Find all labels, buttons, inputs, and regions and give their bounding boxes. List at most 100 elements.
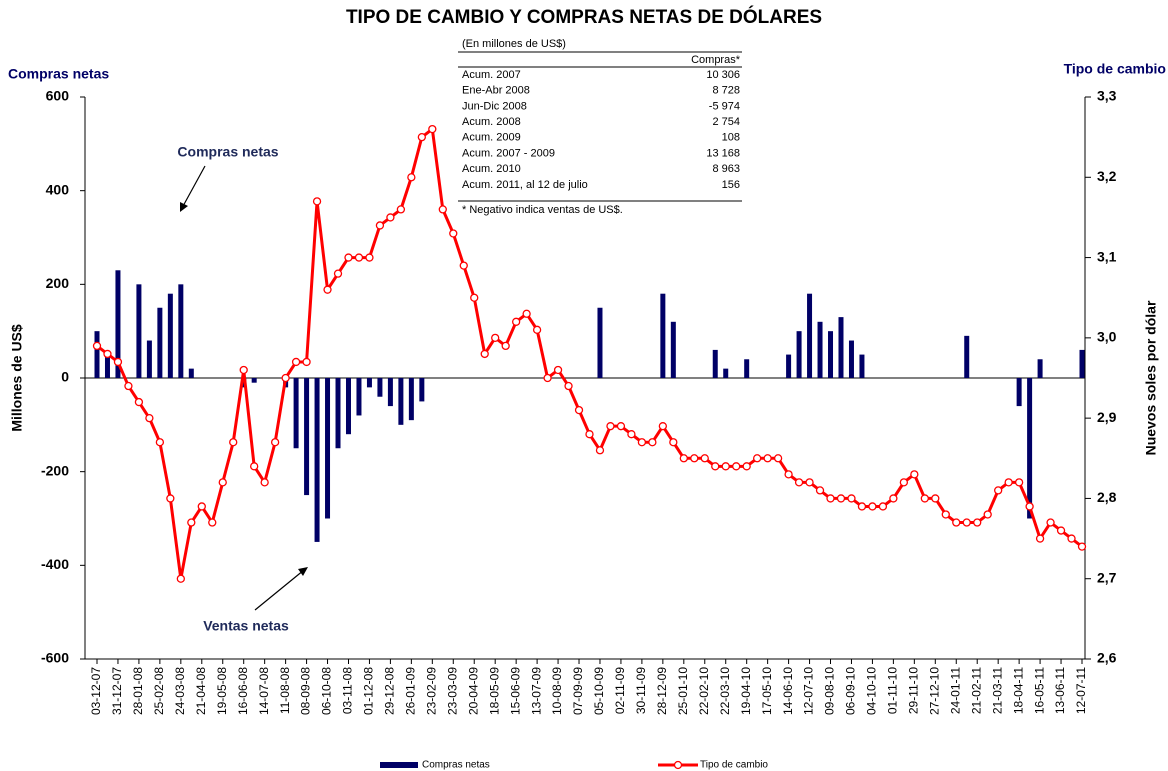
bar xyxy=(167,293,173,378)
line-marker xyxy=(270,438,280,447)
bar xyxy=(251,378,257,383)
line-marker xyxy=(501,341,510,351)
line-marker xyxy=(690,454,699,463)
y2-tick-label: 3,2 xyxy=(1097,168,1117,184)
x-tick-label: 18-04-11 xyxy=(1011,667,1025,714)
x-tick-label: 25-02-08 xyxy=(152,667,166,715)
line-marker xyxy=(585,430,594,439)
line-marker xyxy=(208,518,217,527)
chart-title: TIPO DE CAMBIO Y COMPRAS NETAS DE DÓLARE… xyxy=(346,6,822,28)
x-tick-label: 26-01-09 xyxy=(404,667,418,715)
line-marker xyxy=(868,502,877,511)
line-marker xyxy=(847,494,856,503)
x-tick-label: 21-03-11 xyxy=(990,667,1004,714)
x-tick-label: 22-03-10 xyxy=(718,667,732,715)
y-tick-label: 400 xyxy=(46,181,70,197)
x-tick-label: 27-12-10 xyxy=(927,667,941,715)
bar xyxy=(377,378,383,397)
line-marker xyxy=(166,494,175,503)
y2-axis-title: Tipo de cambio xyxy=(1064,61,1166,77)
x-tick-label: 03-11-08 xyxy=(341,667,355,714)
line-marker xyxy=(994,486,1003,495)
line-marker xyxy=(365,253,374,262)
table-cell: -5 974 xyxy=(709,100,740,112)
x-tick-label: 31-12-07 xyxy=(110,667,124,715)
bar xyxy=(366,378,372,388)
table-cell: Acum. 2009 xyxy=(462,132,521,144)
x-tick-label: 29-11-10 xyxy=(907,667,921,714)
x-tick-label: 09-08-10 xyxy=(823,667,837,715)
table-cell: Acum. 2011, al 12 de julio xyxy=(462,179,588,191)
bar xyxy=(1037,359,1043,378)
line-marker xyxy=(333,269,343,278)
y-tick-label: 600 xyxy=(46,88,70,104)
line-marker xyxy=(302,357,311,367)
x-tick-label: 21-02-11 xyxy=(969,667,983,714)
line-marker xyxy=(354,253,364,262)
bar xyxy=(828,331,834,378)
bar xyxy=(1016,378,1022,407)
line-marker xyxy=(595,446,605,455)
bar xyxy=(712,349,718,378)
table-cell: Acum. 2007 - 2009 xyxy=(462,147,555,159)
line-marker xyxy=(658,422,668,431)
line-marker xyxy=(449,229,458,238)
line-marker xyxy=(910,470,919,479)
line-marker xyxy=(773,454,783,463)
bar xyxy=(670,321,676,378)
bar xyxy=(188,368,194,378)
table-cell: 156 xyxy=(722,179,740,191)
bar xyxy=(408,378,414,421)
line-marker xyxy=(480,349,489,359)
arrowhead xyxy=(298,567,308,576)
x-tick-label: 08-09-08 xyxy=(299,667,313,715)
x-tick-label: 21-04-08 xyxy=(194,667,208,715)
x-tick-label: 05-10-09 xyxy=(592,667,606,715)
line-marker xyxy=(889,494,898,503)
table-cell: 10 306 xyxy=(706,69,740,81)
x-tick-label: 13-07-09 xyxy=(529,667,543,715)
x-tick-label: 17-05-10 xyxy=(760,667,774,715)
line-marker xyxy=(941,510,950,519)
y-tick-label: 0 xyxy=(61,369,69,385)
line-marker xyxy=(134,397,144,407)
table-cell: Ene-Abr 2008 xyxy=(462,85,530,97)
line-marker xyxy=(155,438,165,447)
x-tick-label: 11-08-08 xyxy=(278,667,292,714)
line-marker xyxy=(1067,534,1076,543)
x-tick-label: 28-01-08 xyxy=(131,667,145,715)
line-marker xyxy=(103,349,112,359)
x-tick-label: 20-04-09 xyxy=(466,667,480,715)
line-marker xyxy=(826,494,835,503)
line-marker xyxy=(375,221,385,230)
y2-tick-label: 2,6 xyxy=(1097,650,1117,666)
bar xyxy=(157,307,163,378)
bar xyxy=(345,378,351,435)
y2-tick-label: 3,0 xyxy=(1097,329,1117,345)
y2-tick-label: 3,3 xyxy=(1097,88,1117,104)
x-tick-label: 18-05-09 xyxy=(487,667,501,715)
table-cell: Acum. 2008 xyxy=(462,116,521,128)
y2-label: Nuevos soles por dólar xyxy=(1143,300,1159,455)
line-marker xyxy=(721,462,730,471)
line-marker xyxy=(606,422,615,431)
line-marker xyxy=(983,510,992,519)
bar xyxy=(796,331,802,378)
line-marker xyxy=(344,253,353,262)
line-marker xyxy=(470,293,479,302)
line-marker xyxy=(794,478,804,487)
bar xyxy=(807,293,813,378)
line-marker xyxy=(616,422,626,431)
legend-label: Compras netas xyxy=(422,760,490,771)
annotation: Compras netas xyxy=(177,144,278,160)
line-marker xyxy=(407,173,416,182)
line-marker xyxy=(312,197,322,206)
x-tick-label: 19-05-08 xyxy=(215,667,229,715)
x-tick-label: 16-05-11 xyxy=(1032,667,1046,714)
line-marker xyxy=(1046,518,1055,527)
x-tick-label: 29-12-08 xyxy=(383,667,397,715)
x-tick-label: 01-12-08 xyxy=(362,667,376,715)
line-marker xyxy=(543,373,552,383)
y2-tick-label: 2,7 xyxy=(1097,569,1117,585)
